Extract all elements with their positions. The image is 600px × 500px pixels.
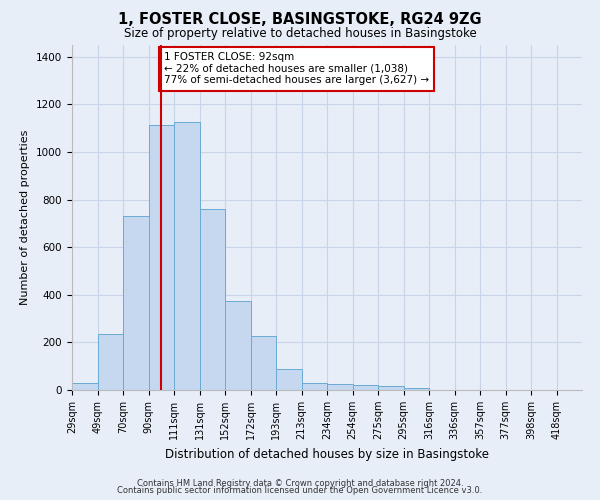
Text: 1 FOSTER CLOSE: 92sqm
← 22% of detached houses are smaller (1,038)
77% of semi-d: 1 FOSTER CLOSE: 92sqm ← 22% of detached … xyxy=(164,52,429,86)
X-axis label: Distribution of detached houses by size in Basingstoke: Distribution of detached houses by size … xyxy=(165,448,489,460)
Bar xyxy=(276,368,302,390)
Bar xyxy=(251,336,276,390)
Bar xyxy=(353,385,378,390)
Text: 1, FOSTER CLOSE, BASINGSTOKE, RG24 9ZG: 1, FOSTER CLOSE, BASINGSTOKE, RG24 9ZG xyxy=(118,12,482,28)
Bar xyxy=(72,383,97,390)
Text: Size of property relative to detached houses in Basingstoke: Size of property relative to detached ho… xyxy=(124,28,476,40)
Bar xyxy=(302,383,327,390)
Bar xyxy=(378,386,404,390)
Bar xyxy=(123,216,149,390)
Bar xyxy=(404,388,429,390)
Y-axis label: Number of detached properties: Number of detached properties xyxy=(20,130,31,305)
Bar xyxy=(149,124,174,390)
Text: Contains HM Land Registry data © Crown copyright and database right 2024.: Contains HM Land Registry data © Crown c… xyxy=(137,478,463,488)
Bar xyxy=(97,334,123,390)
Bar xyxy=(225,301,251,390)
Bar xyxy=(199,209,225,390)
Bar xyxy=(327,384,353,390)
Bar xyxy=(174,122,199,390)
Text: Contains public sector information licensed under the Open Government Licence v3: Contains public sector information licen… xyxy=(118,486,482,495)
